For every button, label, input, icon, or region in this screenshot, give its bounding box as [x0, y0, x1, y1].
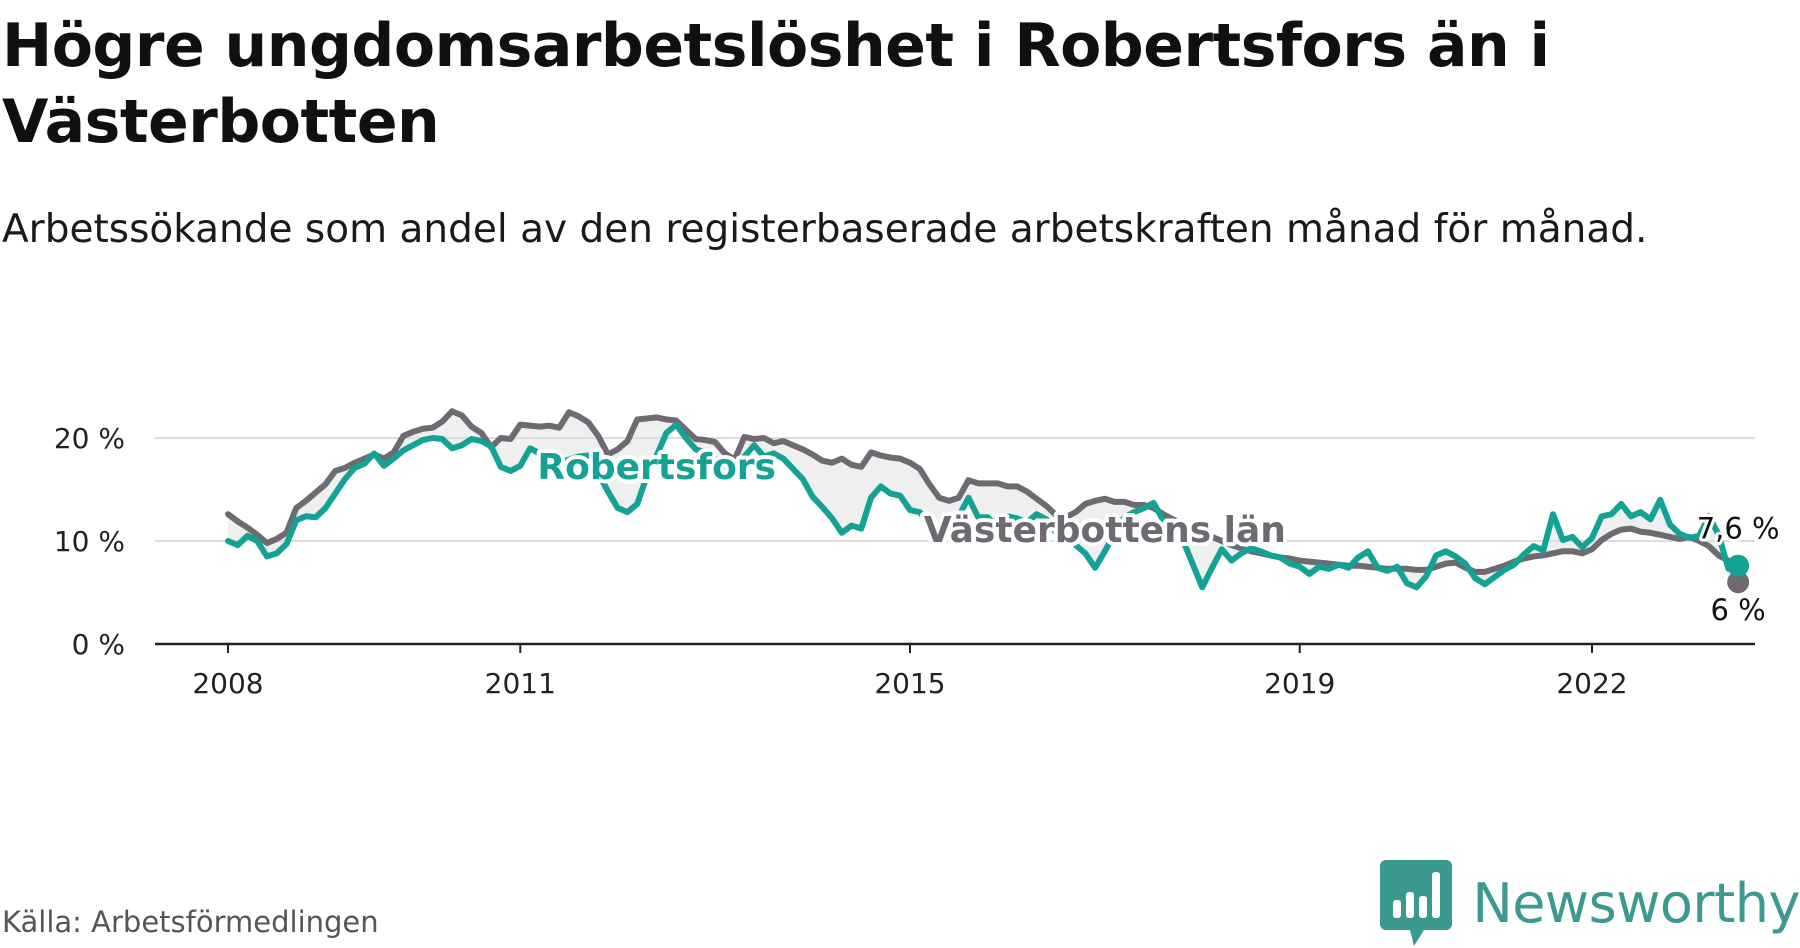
x-tick-label: 2019	[1264, 667, 1335, 700]
chart-subtitle: Arbetssökande som andel av den registerb…	[2, 207, 1648, 252]
newsworthy-logo-icon	[1380, 860, 1453, 946]
series-lines	[225, 408, 1750, 594]
x-tick-label: 2015	[874, 667, 945, 700]
source-note: Källa: Arbetsförmedlingen	[2, 905, 379, 939]
gridlines: 0 % 10 % 20 %	[54, 422, 1755, 661]
end-value-label-vasterbottens-lan: 6 %	[1711, 593, 1766, 627]
x-tick-label: 2008	[192, 667, 263, 700]
x-tick-label: 2011	[485, 667, 556, 700]
chart-labels: 7,6 % 6 % Robertsfors Västerbottens län	[533, 443, 1782, 630]
series-line-robertsfors	[225, 421, 1742, 591]
x-tick-label: 2022	[1556, 667, 1627, 700]
series-annotation-vasterbottens-lan: Västerbottens län	[924, 510, 1286, 551]
brand-name: Newsworthy	[1472, 871, 1800, 935]
end-value-label-robertsfors: 7,6 %	[1697, 512, 1780, 546]
y-tick-label: 0 %	[72, 628, 125, 661]
end-point-robertsfors	[1727, 554, 1750, 577]
y-tick-label: 20 %	[54, 422, 125, 455]
series-line-vasterbottens-lan	[225, 408, 1742, 586]
brand-logo: Newsworthy	[1380, 858, 1800, 948]
x-axis: 2008 2011 2015 2019 2022	[155, 642, 1755, 700]
end-point-vasterbottens-lan	[1727, 571, 1750, 594]
series-annotation-robertsfors: Robertsfors	[537, 447, 776, 488]
chart-title: Högre ungdomsarbetslöshet i Robertsfors …	[2, 11, 1550, 157]
y-tick-label: 10 %	[54, 525, 125, 558]
